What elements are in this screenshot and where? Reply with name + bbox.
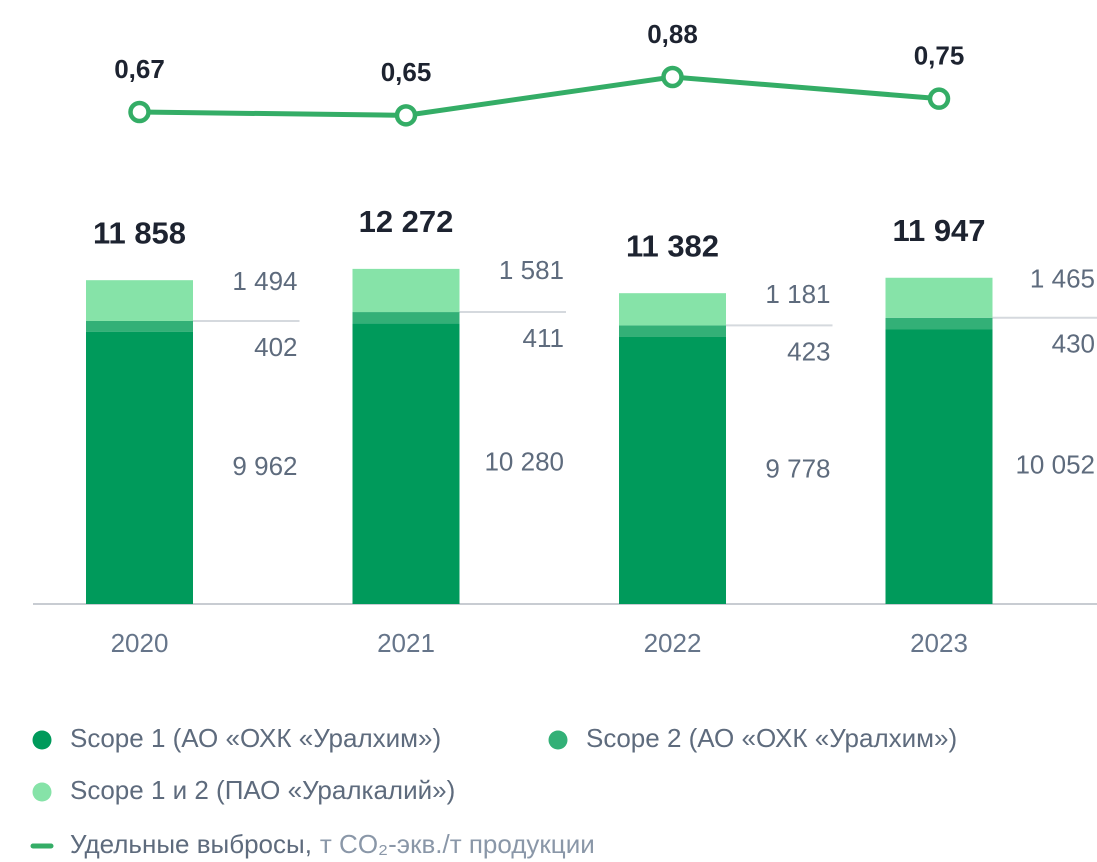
bar-segment <box>885 317 993 330</box>
value-label: 1 494 <box>232 266 297 296</box>
legend-swatch <box>32 782 52 802</box>
value-label: 430 <box>1052 329 1095 359</box>
total-label: 11 947 <box>892 213 985 248</box>
legend-label: Scope 1 (АО «ОХК «Уралхим») <box>70 723 441 753</box>
value-label: 1 465 <box>1030 264 1095 294</box>
value-label: 10 052 <box>1015 450 1095 480</box>
value-label: 10 280 <box>484 447 564 477</box>
bar-segment <box>352 323 460 604</box>
value-label: 1 581 <box>499 255 564 285</box>
value-label: 423 <box>787 336 830 366</box>
bar-segment <box>86 331 193 604</box>
legend-swatch <box>548 730 568 750</box>
bar-segment <box>619 325 726 337</box>
bar-segment <box>885 329 993 604</box>
line-marker <box>927 87 951 110</box>
value-label: 1 181 <box>765 279 830 309</box>
bar-segment <box>619 336 726 604</box>
legend-swatch <box>32 730 52 750</box>
total-label: 11 382 <box>626 228 719 263</box>
bar-segment <box>86 280 193 321</box>
value-label: 402 <box>254 332 297 362</box>
bar-segment <box>885 277 993 318</box>
x-tick-label: 2020 <box>111 628 169 658</box>
line <box>139 74 940 118</box>
line-marker <box>661 65 684 89</box>
value-label: 411 <box>523 323 564 353</box>
legend-name: Удельные выбросы, <box>70 829 312 859</box>
legend-unit: т CO₂-экв./т продукции <box>320 829 595 859</box>
x-tick-label: 2022 <box>644 628 702 658</box>
bar-segment <box>86 320 193 332</box>
legend-label: Удельные выбросы, т CO₂-экв./т продукции <box>70 829 595 859</box>
value-label: 9 778 <box>765 453 830 483</box>
line-value-label: 0,65 <box>381 57 432 87</box>
total-label: 12 272 <box>359 204 454 239</box>
value-label: 9 962 <box>232 451 297 481</box>
total-label: 11 858 <box>93 215 186 250</box>
x-tick-label: 2021 <box>377 628 435 658</box>
legend-label: Scope 2 (АО «ОХК «Уралхим») <box>586 723 957 753</box>
line-value-label: 0,67 <box>114 54 165 84</box>
bar-segment <box>619 293 726 326</box>
legend-label: Scope 1 и 2 (ПАО «Уралкалий») <box>70 775 455 805</box>
line-value-label: 0,88 <box>647 19 698 49</box>
line-marker <box>394 104 418 127</box>
line-marker <box>128 100 151 124</box>
bar-segment <box>352 312 460 324</box>
bar-segment <box>352 268 460 313</box>
line-value-label: 0,75 <box>914 41 965 71</box>
x-tick-label: 2023 <box>910 628 968 658</box>
